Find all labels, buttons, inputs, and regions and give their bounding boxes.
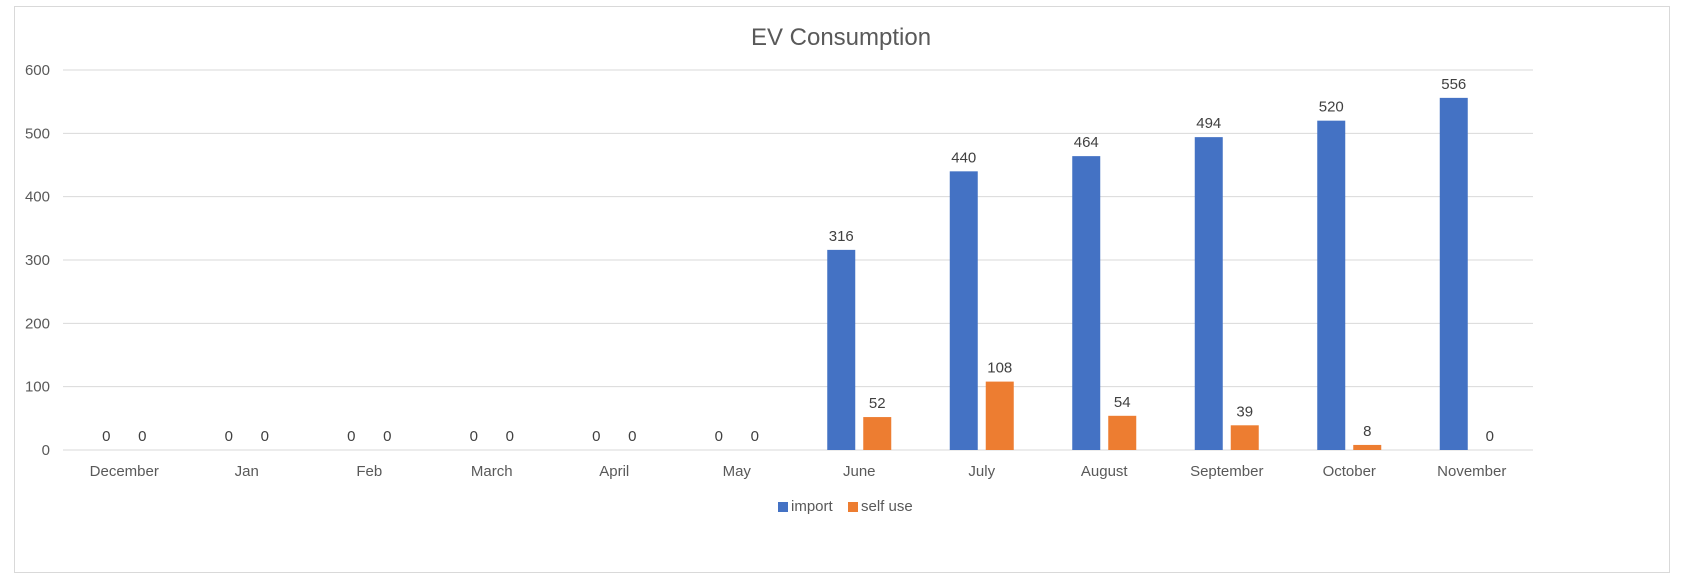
data-label: 52	[869, 395, 886, 412]
y-tick-label: 0	[42, 442, 50, 459]
x-tick-label: March	[471, 463, 513, 480]
data-label: 0	[102, 428, 110, 445]
bar-import	[1317, 120, 1346, 451]
y-tick-label: 400	[25, 189, 50, 206]
data-label: 0	[225, 428, 233, 445]
bar-import	[1072, 156, 1101, 450]
data-label: 39	[1236, 403, 1253, 420]
data-label: 0	[383, 428, 391, 445]
data-label: 0	[138, 428, 146, 445]
legend: import self use	[778, 498, 913, 515]
y-tick-label: 300	[25, 252, 50, 269]
bars	[827, 97, 1468, 451]
data-label: 8	[1363, 423, 1371, 440]
data-label: 0	[261, 428, 269, 445]
y-tick-label: 200	[25, 315, 50, 332]
x-tick-label: June	[843, 463, 876, 480]
bar-import	[827, 249, 856, 450]
bar-import	[949, 171, 978, 451]
data-label: 0	[628, 428, 636, 445]
x-tick-label: Jan	[235, 463, 259, 480]
y-tick-label: 600	[25, 62, 50, 79]
legend-label: import	[791, 498, 834, 515]
y-tick-label: 100	[25, 379, 50, 396]
legend-swatch	[848, 502, 858, 512]
data-label: 0	[715, 428, 723, 445]
x-tick-label: October	[1323, 463, 1376, 480]
bar-import	[1194, 137, 1223, 450]
x-tick-label: September	[1190, 463, 1263, 480]
data-label: 0	[751, 428, 759, 445]
y-axis-ticks: 0 100 200 300 400 500 600	[25, 62, 50, 459]
data-label: 0	[470, 428, 478, 445]
data-label: 0	[506, 428, 514, 445]
data-label: 464	[1074, 134, 1099, 151]
data-label: 0	[347, 428, 355, 445]
data-label: 108	[987, 360, 1012, 377]
y-tick-label: 500	[25, 125, 50, 142]
data-label: 556	[1441, 76, 1466, 93]
bar-import	[1439, 97, 1468, 450]
bar-self-use	[1230, 425, 1259, 450]
data-label: 494	[1196, 115, 1221, 132]
x-tick-label: December	[90, 463, 159, 480]
x-axis-ticks: December Jan Feb March April May June July Augus…	[90, 463, 1507, 480]
x-tick-label: Feb	[356, 463, 382, 480]
data-label: 54	[1114, 394, 1131, 411]
x-tick-label: August	[1081, 463, 1129, 480]
data-label: 316	[829, 228, 854, 245]
x-tick-label: April	[599, 463, 629, 480]
chart-title: EV Consumption	[751, 24, 931, 51]
bar-self-use	[863, 417, 892, 450]
bar-self-use	[985, 381, 1014, 450]
x-tick-label: May	[723, 463, 752, 480]
x-tick-label: July	[968, 463, 995, 480]
data-label: 440	[951, 149, 976, 166]
legend-swatch	[778, 502, 788, 512]
data-labels: 0 0 0 0 0 0 0 0 0 0 0 0 316 52 440 108 464 54 494 39 520 8 556…	[102, 76, 1494, 445]
x-tick-label: November	[1437, 463, 1506, 480]
bar-self-use	[1353, 444, 1382, 450]
data-label: 0	[592, 428, 600, 445]
data-label: 0	[1486, 428, 1494, 445]
bar-self-use	[1108, 415, 1137, 450]
legend-label: self use	[861, 498, 913, 515]
data-label: 520	[1319, 99, 1344, 116]
gridlines	[63, 69, 1533, 451]
